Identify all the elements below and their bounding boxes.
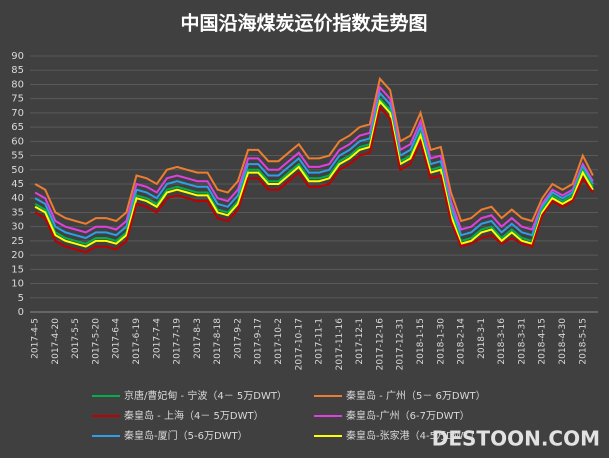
x-tick-label: 2017-12-31 [396, 318, 406, 370]
x-tick-label: 2018-3-1 [477, 318, 487, 359]
x-tick-label: 2017-6-19 [132, 318, 142, 365]
y-tick-label: 70 [11, 108, 24, 119]
legend-label: 秦皇岛 - 上海（4－ 5万DWT） [124, 409, 264, 422]
x-tick-label: 2018-1-15 [416, 318, 426, 365]
x-tick-label: 2017-10-17 [294, 318, 304, 370]
y-tick-label: 60 [11, 136, 24, 147]
y-tick-label: 50 [11, 165, 24, 176]
y-tick-label: 80 [11, 79, 24, 90]
x-tick-label: 2017-11-1 [315, 318, 325, 365]
x-tick-label: 2018-2-14 [457, 318, 467, 365]
x-tick-label: 2017-12-16 [375, 318, 385, 371]
x-tick-label: 2018-1-30 [436, 318, 446, 365]
x-tick-label: 2017-4-5 [31, 318, 41, 359]
y-tick-label: 0 [18, 307, 24, 318]
series-line [34, 99, 594, 248]
x-tick-label: 2017-6-4 [112, 318, 122, 359]
legend-label: 秦皇岛-厦门（5-6万DWT） [124, 429, 248, 442]
series-line [34, 96, 594, 245]
x-tick-label: 2018-3-16 [497, 318, 507, 365]
series-line [34, 85, 594, 234]
y-tick-label: 85 [11, 65, 24, 76]
y-tick-label: 90 [11, 51, 24, 62]
y-tick-label: 10 [11, 279, 24, 290]
x-tick-label: 2018-3-31 [517, 318, 527, 365]
y-tick-label: 65 [11, 122, 24, 133]
y-tick-label: 55 [11, 151, 24, 162]
legend-label: 秦皇岛 - 广州（5－ 6万DWT） [346, 389, 486, 402]
x-tick-label: 2017-5-5 [71, 318, 81, 359]
x-tick-label: 2017-8-18 [213, 318, 223, 365]
x-tick-label: 2018-4-15 [538, 318, 548, 365]
series-line [34, 105, 594, 254]
x-tick-label: 2017-5-20 [91, 318, 101, 365]
x-tick-label: 2017-10-2 [274, 318, 284, 365]
x-tick-label: 2017-9-2 [233, 318, 243, 359]
y-tick-label: 45 [11, 179, 24, 190]
y-tick-label: 40 [11, 193, 24, 204]
legend-label: 京唐/曹妃甸 - 宁波（4－ 5万DWT） [124, 389, 287, 402]
x-tick-label: 2017-7-4 [152, 318, 162, 359]
x-tick-label: 2017-12-1 [355, 318, 365, 365]
x-tick-label: 2017-7-19 [173, 318, 183, 365]
y-tick-label: 30 [11, 222, 24, 233]
y-tick-label: 15 [11, 264, 24, 275]
legend-label: 秦皇岛-广州（6-7万DWT） [346, 409, 470, 422]
watermark: DESTOON.COM [432, 427, 600, 451]
legend-label: 秦皇岛-张家港（4-5万DWT） [346, 429, 480, 442]
x-tick-label: 2018-4-30 [558, 318, 568, 365]
x-tick-label: 2018-5-15 [578, 318, 588, 365]
chart-title: 中国沿海煤炭运价指数走势图 [180, 12, 427, 35]
x-tick-label: 2017-11-16 [335, 318, 345, 371]
y-tick-label: 20 [11, 250, 24, 261]
x-tick-label: 2017-8-3 [193, 318, 203, 359]
y-tick-label: 5 [18, 293, 24, 304]
x-tick-label: 2017-9-17 [254, 318, 264, 365]
y-tick-label: 25 [11, 236, 24, 247]
y-tick-label: 75 [11, 94, 24, 105]
y-tick-label: 35 [11, 207, 24, 218]
x-tick-label: 2017-4-20 [51, 318, 61, 365]
series-line [34, 76, 594, 225]
series-line [34, 90, 594, 240]
